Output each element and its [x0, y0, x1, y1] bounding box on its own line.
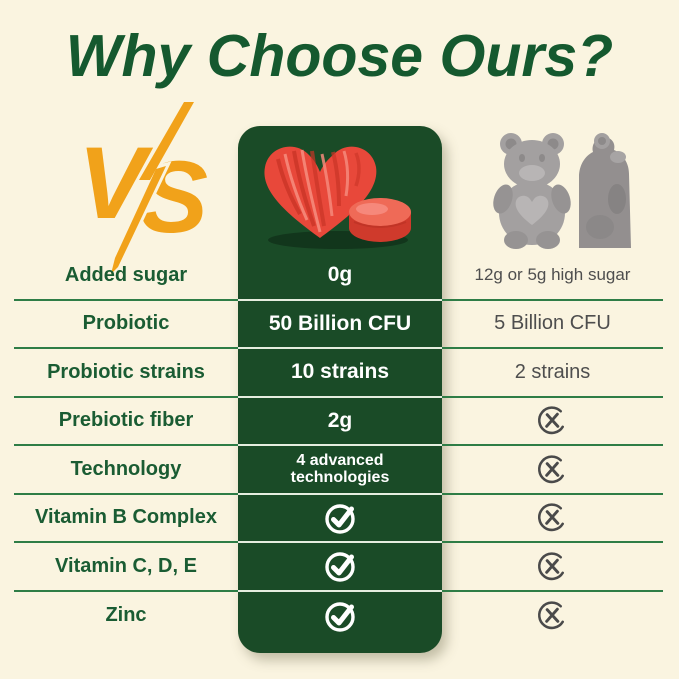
check-circle-icon — [321, 597, 359, 635]
table-row: Vitamin C, D, E — [0, 543, 679, 592]
row-label: Probiotic strains — [14, 349, 238, 398]
cross-circle-icon — [535, 500, 570, 535]
row-label: Prebiotic fiber — [14, 398, 238, 446]
theirs-cross — [442, 543, 663, 592]
table-row: Vitamin B Complex — [0, 495, 679, 543]
cross-circle-icon — [535, 452, 570, 487]
theirs-cross — [442, 495, 663, 543]
row-label: Vitamin C, D, E — [14, 543, 238, 592]
table-row: Zinc — [0, 592, 679, 641]
page-title: Why Choose Ours? — [65, 23, 614, 89]
row-label: Vitamin B Complex — [14, 495, 238, 543]
theirs-value: 12g or 5g high sugar — [442, 252, 663, 301]
ours-check — [238, 592, 442, 641]
table-row: Probiotic 50 Billion CFU 5 Billion CFU — [0, 301, 679, 349]
theirs-cross — [442, 446, 663, 495]
cross-circle-icon — [535, 549, 570, 584]
comparison-table: Added sugar 0g 12g or 5g high sugar Prob… — [0, 252, 679, 640]
ours-value: 0g — [238, 252, 442, 301]
round-gummy-shape — [349, 198, 411, 242]
vs-lightning-icon: V S — [78, 100, 208, 276]
check-circle-icon — [321, 499, 359, 537]
row-label: Technology — [14, 446, 238, 495]
row-label: Probiotic — [14, 301, 238, 349]
table-row: Prebiotic fiber 2g — [0, 398, 679, 446]
theirs-value: 5 Billion CFU — [442, 301, 663, 349]
ours-value: 4 advanced technologies — [238, 446, 442, 495]
profile-bear — [579, 133, 631, 248]
lightning-bolt-upper-fill — [139, 102, 194, 180]
lightning-bolt-lower-fill — [111, 166, 166, 274]
theirs-cross — [442, 592, 663, 641]
ours-value: 2g — [238, 398, 442, 446]
ours-value: 50 Billion CFU — [238, 301, 442, 349]
ours-column-background — [238, 126, 442, 653]
table-row: Probiotic strains 10 strains 2 strains — [0, 349, 679, 398]
cross-circle-icon — [535, 598, 570, 633]
check-circle-icon — [321, 547, 359, 585]
ours-check — [238, 543, 442, 592]
table-row: Technology 4 advanced technologies — [0, 446, 679, 495]
ours-check — [238, 495, 442, 543]
front-bear — [493, 133, 571, 249]
cross-circle-icon — [535, 403, 570, 438]
red-gummies-image — [264, 146, 411, 249]
theirs-cross — [442, 398, 663, 446]
row-label: Added sugar — [14, 252, 238, 301]
gray-gummy-bears-image — [493, 133, 631, 249]
theirs-value: 2 strains — [442, 349, 663, 398]
ours-value: 10 strains — [238, 349, 442, 398]
table-row: Added sugar 0g 12g or 5g high sugar — [0, 252, 679, 301]
row-label: Zinc — [105, 604, 147, 627]
